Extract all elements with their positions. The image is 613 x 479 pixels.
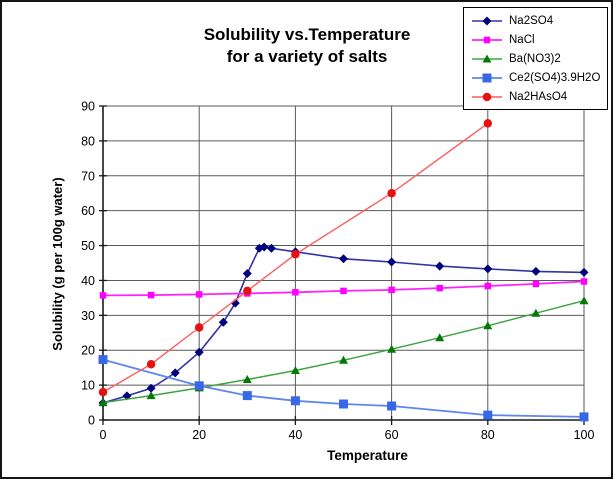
- data-point-square: [340, 287, 347, 295]
- data-point-triangle: [483, 321, 493, 330]
- legend-series-icon: [472, 73, 502, 82]
- data-point-square: [242, 391, 252, 401]
- y-tick-label: 10: [81, 379, 95, 393]
- data-point-diamond: [266, 243, 276, 253]
- data-point-triangle: [339, 355, 348, 364]
- x-tick-label: 20: [192, 428, 206, 442]
- y-tick-label: 60: [81, 204, 95, 218]
- data-point-circle: [482, 92, 492, 101]
- y-tick-label: 0: [88, 414, 95, 428]
- chart-title-line2: for a variety of salts: [226, 47, 388, 66]
- legend-item: Na2HAsO4: [469, 87, 603, 106]
- data-point-diamond: [387, 257, 397, 267]
- legend-series-icon: [472, 92, 502, 101]
- data-point-diamond: [170, 368, 180, 378]
- data-point-diamond: [531, 266, 541, 276]
- data-point-triangle: [435, 333, 445, 342]
- data-point-square: [483, 36, 491, 43]
- data-point-square: [98, 355, 108, 365]
- data-point-triangle: [579, 296, 589, 305]
- data-point-circle: [291, 250, 300, 259]
- data-point-diamond: [339, 254, 348, 264]
- data-point-square: [484, 282, 492, 290]
- data-point-circle: [387, 188, 396, 198]
- data-point-square: [339, 399, 348, 409]
- data-point-square: [194, 381, 204, 391]
- data-point-square: [99, 292, 107, 299]
- data-point-square: [580, 278, 588, 285]
- x-tick-label: 100: [574, 428, 595, 442]
- legend: Na2SO4 NaCl Ba(NO3)2 Ce2(SO4)3.9H2O Na2HAsO4: [463, 7, 608, 110]
- y-tick-label: 50: [81, 239, 95, 253]
- data-point-square: [290, 396, 300, 406]
- x-axis-label: Temperature: [327, 448, 408, 463]
- data-point-circle: [146, 359, 156, 369]
- series-line-Ce2(SO4)3.9H2O: [102, 358, 585, 418]
- x-tick-label: 60: [385, 428, 399, 442]
- data-point-square: [292, 289, 299, 296]
- data-point-diamond: [146, 383, 156, 393]
- data-point-circle: [243, 286, 252, 296]
- data-point-triangle: [98, 398, 108, 407]
- x-tick-label: 80: [481, 428, 495, 442]
- data-point-square: [436, 284, 443, 292]
- x-tick-label: 40: [288, 428, 302, 442]
- y-axis-label: Solubility (g per 100g water): [50, 177, 65, 351]
- legend-item: NaCl: [469, 30, 603, 49]
- data-point-diamond: [218, 317, 228, 327]
- y-tick-label: 20: [81, 344, 95, 358]
- legend-label: Ba(NO3)2: [509, 52, 561, 65]
- data-point-diamond: [482, 16, 492, 25]
- data-point-triangle: [482, 54, 492, 62]
- legend-label: Na2SO4: [509, 14, 554, 27]
- data-point-square: [482, 73, 492, 82]
- data-point-square: [147, 291, 155, 299]
- data-point-triangle: [531, 308, 541, 317]
- data-point-circle: [483, 119, 493, 128]
- y-tick-label: 40: [81, 274, 95, 288]
- data-point-circle: [194, 323, 204, 332]
- legend-series-icon: [472, 36, 502, 43]
- data-point-diamond: [435, 261, 445, 271]
- data-point-diamond: [579, 267, 589, 277]
- y-tick-label: 80: [81, 134, 95, 148]
- legend-series-icon: [472, 16, 502, 25]
- data-point-diamond: [194, 347, 204, 357]
- data-point-triangle: [146, 391, 156, 400]
- data-point-triangle: [387, 344, 397, 353]
- legend-label: NaCl: [509, 33, 535, 46]
- data-point-diamond: [483, 264, 493, 274]
- x-tick-label: 0: [100, 428, 107, 442]
- data-point-square: [532, 280, 540, 288]
- series-line-Ba(NO3)2: [102, 299, 585, 404]
- data-point-circle: [98, 387, 108, 397]
- legend-label: Ce2(SO4)3.9H2O: [509, 71, 601, 84]
- data-point-square: [579, 412, 589, 422]
- legend-item: Ce2(SO4)3.9H2O: [469, 68, 603, 87]
- data-point-triangle: [242, 375, 252, 383]
- y-tick-label: 90: [81, 100, 95, 114]
- data-point-diamond: [259, 242, 269, 252]
- legend-item: Na2SO4: [469, 11, 603, 30]
- data-point-square: [388, 286, 395, 294]
- chart-title: Solubility vs.Temperature for a variety …: [62, 24, 552, 68]
- data-point-diamond: [242, 269, 252, 278]
- legend-label: Na2HAsO4: [509, 90, 568, 103]
- data-point-diamond: [230, 298, 240, 308]
- legend-item: Ba(NO3)2: [469, 49, 603, 68]
- data-point-square: [483, 410, 493, 420]
- chart-title-line1: Solubility vs.Temperature: [203, 25, 411, 44]
- data-point-square: [387, 401, 397, 411]
- legend-series-icon: [472, 54, 502, 62]
- y-tick-label: 30: [81, 309, 95, 323]
- data-point-triangle: [290, 366, 300, 374]
- data-point-square: [195, 291, 203, 298]
- y-tick-label: 70: [81, 169, 95, 183]
